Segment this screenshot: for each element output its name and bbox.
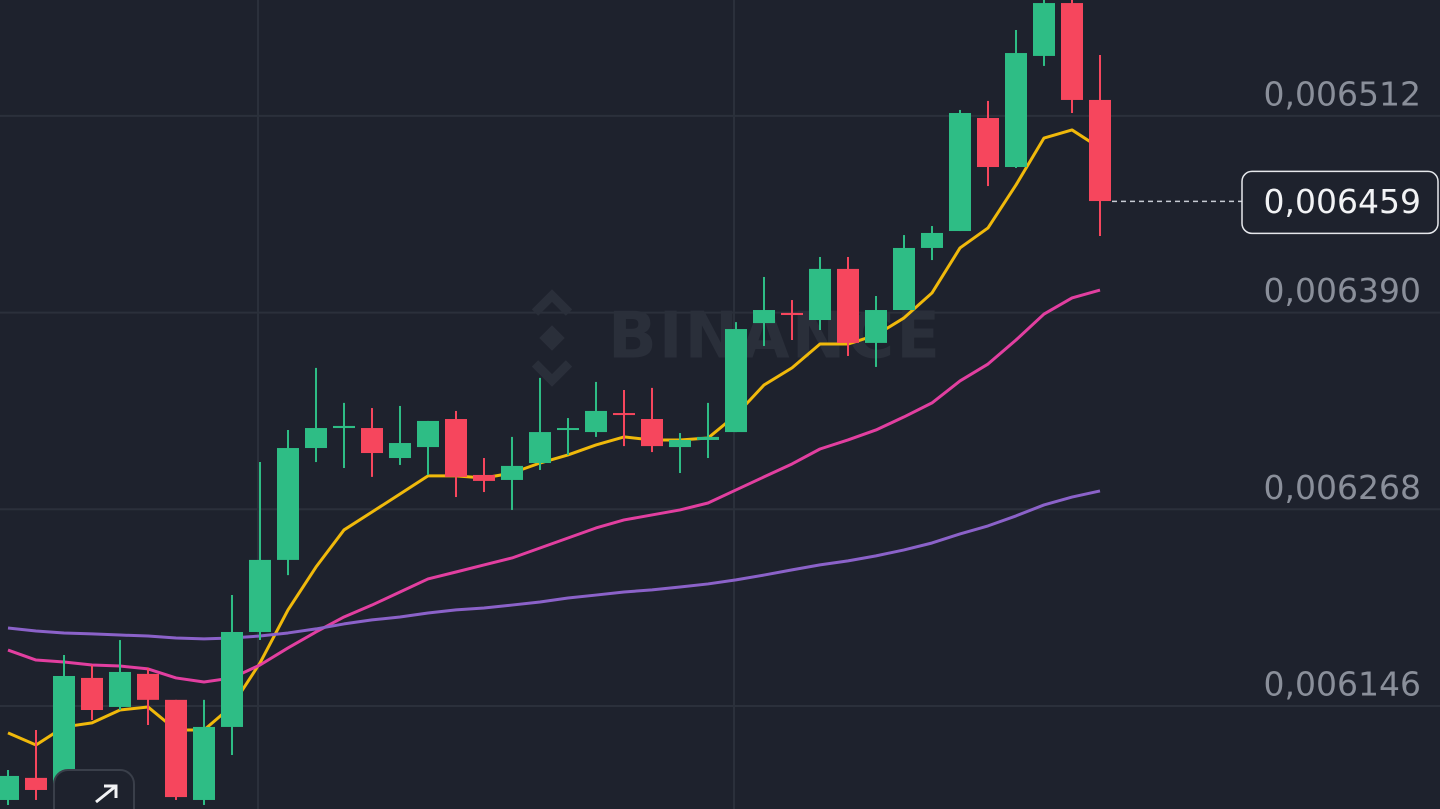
moving-average-line <box>7 128 1101 747</box>
watermark-logo <box>531 289 573 387</box>
candle-body <box>949 113 971 232</box>
candle-body <box>305 428 327 449</box>
candle-body <box>613 413 635 416</box>
candle-body <box>333 425 355 429</box>
candle-body <box>893 247 915 311</box>
y-tick-label: 0,006512 <box>1264 74 1421 113</box>
y-tick-label: 0,006268 <box>1264 468 1421 507</box>
candle-body <box>1005 53 1027 168</box>
candle-body <box>753 310 775 324</box>
candle-body <box>389 443 411 459</box>
candle-body <box>249 559 271 632</box>
candle-body <box>193 726 215 800</box>
candle-body <box>809 268 831 321</box>
moving-average-line <box>7 489 1101 641</box>
candle-body <box>109 671 131 707</box>
candle-body <box>781 312 803 316</box>
candle-body <box>697 436 719 440</box>
candles <box>0 0 1111 805</box>
moving-average-line <box>7 288 1101 684</box>
price-axis: 0,006512 0,006390 0,006268 0,006146 0,006459 <box>1112 74 1439 703</box>
candle-body <box>361 428 383 454</box>
moving-averages <box>7 128 1101 747</box>
candle-body <box>445 419 467 477</box>
candle-body <box>277 448 299 560</box>
candle-body <box>1033 3 1055 56</box>
candle-body <box>137 673 159 700</box>
candle-body <box>557 428 579 431</box>
button-frame[interactable] <box>53 769 135 809</box>
candle-body <box>1061 3 1083 100</box>
candle-body <box>585 410 607 433</box>
candle-body <box>501 465 523 480</box>
candle-body <box>641 419 663 447</box>
y-tick-label: 0,006146 <box>1264 664 1421 703</box>
arrow-icon <box>95 784 118 804</box>
candle-body <box>669 439 691 448</box>
candle-body <box>25 777 47 790</box>
expand-button[interactable] <box>53 769 135 809</box>
candle-body <box>529 432 551 464</box>
candle-body <box>977 118 999 168</box>
last-price-label: 0,006459 <box>1264 182 1421 221</box>
candle-body <box>473 474 495 481</box>
y-tick-label: 0,006390 <box>1264 271 1421 310</box>
candle-body <box>865 310 887 343</box>
candle-body <box>417 420 439 448</box>
candle-body <box>725 329 747 433</box>
candle-body <box>921 232 943 248</box>
candle-body <box>837 268 859 343</box>
candle-body <box>165 699 187 798</box>
last-price-box <box>1241 170 1439 235</box>
candle-body <box>221 631 243 727</box>
candle-body <box>81 677 103 711</box>
candle-body <box>0 775 19 800</box>
candle-body <box>1089 99 1111 202</box>
candle-body <box>53 675 75 790</box>
